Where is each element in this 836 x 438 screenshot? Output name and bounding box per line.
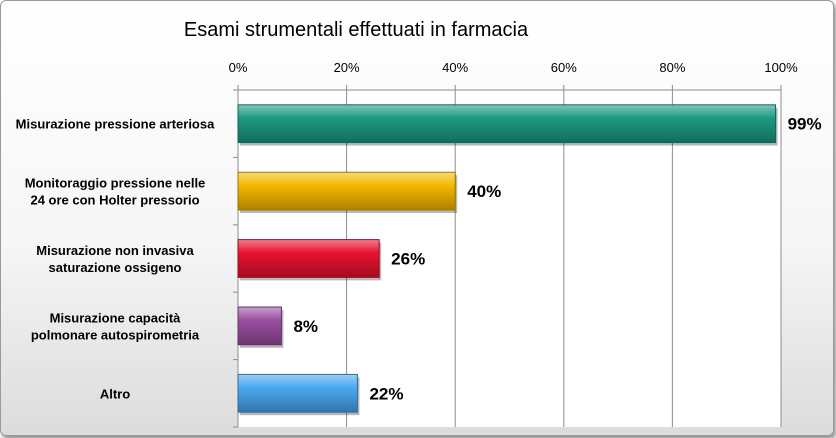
category-label-line: Altro — [100, 386, 130, 401]
bar — [237, 239, 380, 278]
x-tick-label: 100% — [764, 60, 798, 75]
chart-title: Esami strumentali effettuati in farmacia — [184, 19, 529, 41]
x-tick-label: 0% — [229, 60, 248, 75]
bar — [237, 306, 282, 346]
bar-value-label: 26% — [391, 250, 425, 269]
x-tick-label: 60% — [551, 60, 577, 75]
x-tick-label: 20% — [334, 60, 360, 75]
x-tick-label: 40% — [442, 60, 468, 75]
category-label-line: Misurazione pressione arteriosa — [16, 117, 215, 132]
bar — [237, 373, 358, 413]
category-label-line: 24 ore con Holter pressorio — [30, 193, 199, 208]
y-category-label: Misurazione capacità polmonare autospirom… — [31, 310, 200, 342]
bar — [237, 171, 456, 211]
category-label-line: Misurazione non invasiva — [36, 243, 194, 258]
category-label-line: Monitoraggio pressione nelle — [25, 176, 206, 191]
bar-value-label: 8% — [293, 317, 318, 336]
category-label-line: polmonare autospirometria — [31, 327, 200, 342]
y-category-label: Altro — [100, 386, 130, 401]
bar — [237, 104, 777, 144]
bar-value-label: 22% — [369, 384, 403, 403]
category-label-line: saturazione ossigeno — [49, 260, 182, 275]
bar-value-label: 40% — [467, 182, 501, 201]
x-tick-label: 80% — [659, 60, 685, 75]
y-category-label: Misurazione pressione arteriosa — [16, 117, 215, 132]
y-category-label: Monitoraggio pressione nelle 24 ore con H… — [25, 176, 206, 208]
y-category-label: Misurazione non invasiva saturazione ossi… — [36, 243, 194, 275]
bar-value-label: 99% — [788, 115, 822, 134]
category-label-line: Misurazione capacità — [50, 310, 182, 325]
